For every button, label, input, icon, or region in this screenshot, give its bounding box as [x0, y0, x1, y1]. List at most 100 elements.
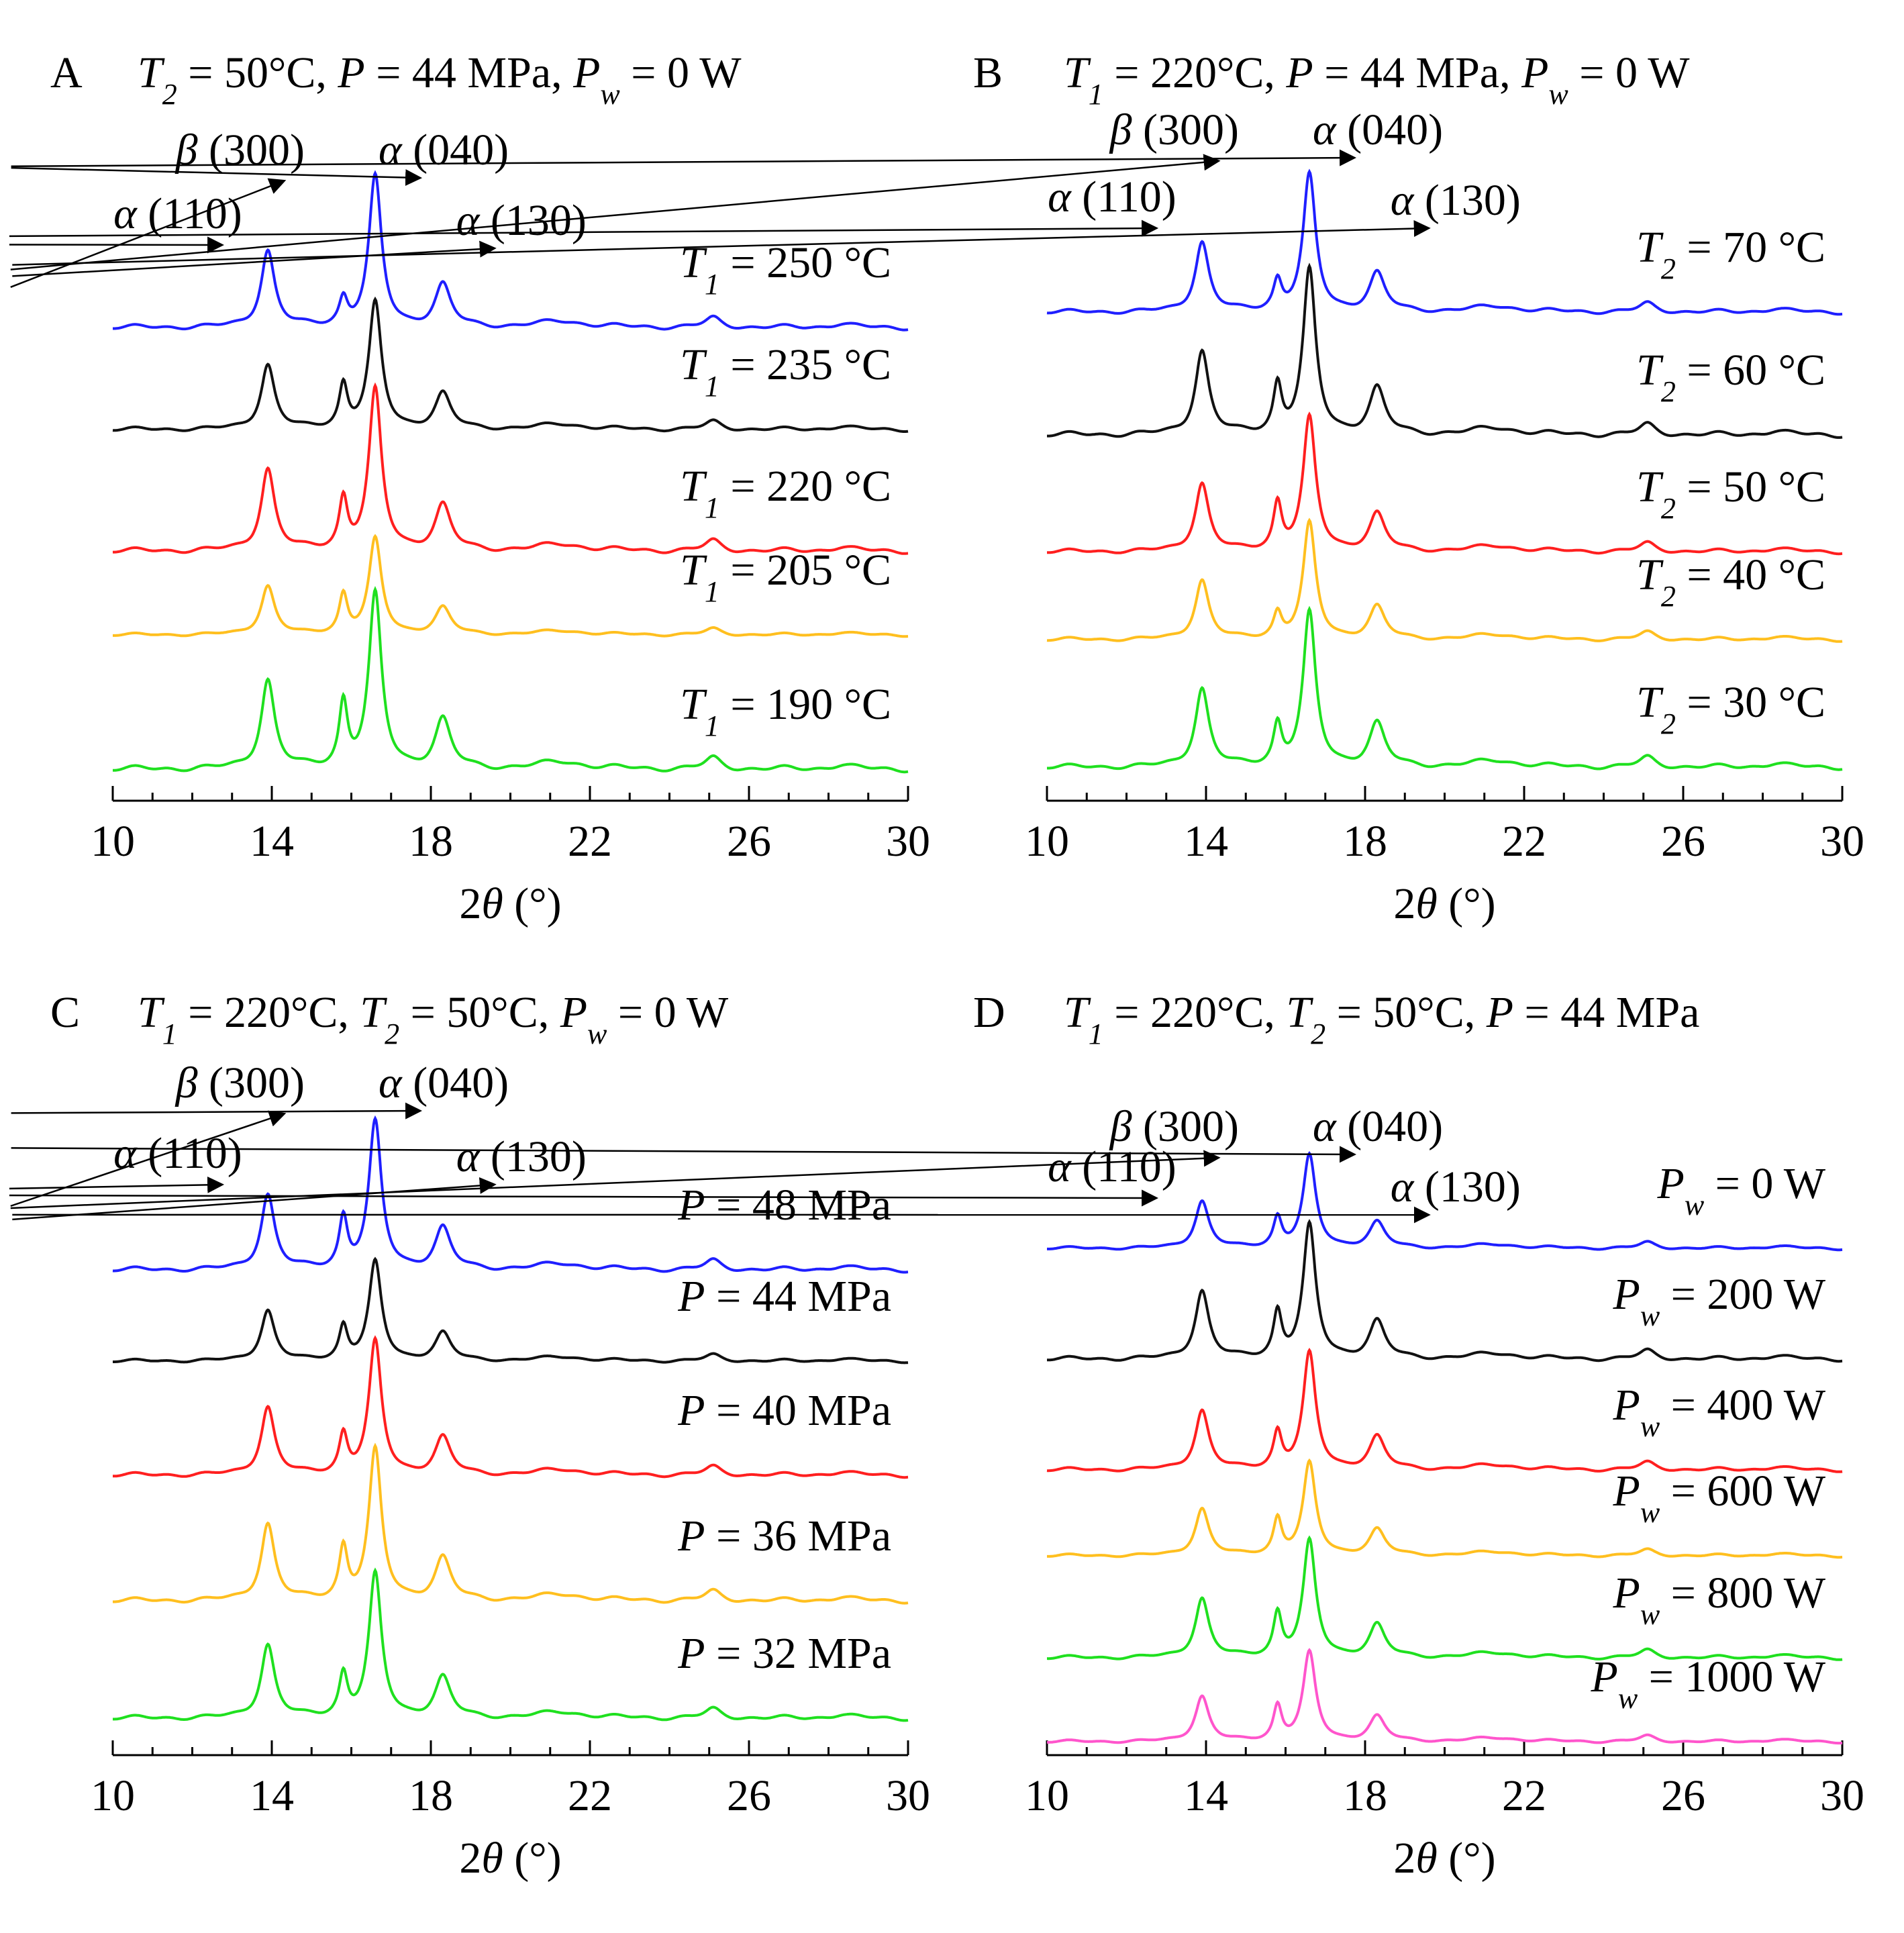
series-line: [1047, 1458, 1843, 1559]
peak-arrow: [9, 1189, 1159, 1207]
x-tick-label: 14: [1184, 817, 1228, 866]
series-line: [113, 586, 909, 774]
peak-label: α (110): [1048, 1142, 1176, 1191]
series-0: P = 48 MPa: [112, 1115, 909, 1274]
x-tick-label: 10: [91, 1771, 135, 1820]
x-tick-label: 22: [1502, 817, 1546, 866]
series-line: [1047, 1219, 1843, 1363]
series-label: Pw = 0 W: [1656, 1159, 1825, 1222]
series-label: T1 = 250 °C: [680, 238, 891, 301]
peak-arrow: [10, 178, 287, 288]
peak-annotations: α (110)β (300) α (040)α (130): [9, 126, 587, 288]
series-1: T2 = 60 °C: [1047, 262, 1843, 439]
peak-arrow: [12, 1177, 497, 1221]
series-0: Pw = 0 W: [1047, 1151, 1843, 1252]
peak-arrow: [9, 219, 1159, 238]
panel-title: T1 = 220°C, T2 = 50°C, P = 44 MPa: [1064, 988, 1699, 1050]
series-line: [113, 534, 909, 638]
series-1: Pw = 200 W: [1047, 1219, 1843, 1363]
x-tick-label: 22: [568, 817, 612, 866]
x-tick-label: 14: [250, 817, 294, 866]
series-1: P = 44 MPa: [113, 1256, 909, 1365]
panel-c: C T1 = 220°C, T2 = 50°C, Pw = 0 W 10 14 18 22…: [9, 988, 930, 1883]
panel-a: A T2 = 50°C, P = 44 MPa, Pw = 0 W 10 14 18 22…: [9, 48, 930, 928]
panel-d: D T1 = 220°C, T2 = 50°C, P = 44 MPa 10 14 18…: [9, 988, 1864, 1883]
peak-annotations: α (110)β (300) α (040) α (130): [9, 1102, 1521, 1224]
peak-label: α (130): [456, 196, 587, 245]
series-label: T1 = 190 °C: [680, 680, 891, 742]
series-3: P = 36 MPa: [113, 1442, 909, 1605]
peak-label: β (300): [1109, 1102, 1239, 1151]
series-line: [112, 1115, 909, 1274]
peak-label: β (300): [174, 1058, 305, 1107]
x-tick-label: 18: [1343, 817, 1387, 866]
peak-label: α (040): [1313, 1102, 1443, 1151]
panel-letter: C: [50, 988, 80, 1037]
peak-label: α (040): [379, 1058, 509, 1107]
x-axis-label: 2θ (°): [1393, 879, 1495, 928]
x-axis: 10 14 18 22 26 30 2θ (°): [1025, 786, 1864, 928]
peak-label: β (300): [1109, 105, 1239, 154]
series-line: [1046, 1348, 1843, 1473]
series-line: [112, 296, 909, 433]
peak-arrow: [11, 1102, 423, 1120]
series-line: [1047, 411, 1843, 556]
peak-label: α (040): [1313, 105, 1443, 154]
series-3: T2 = 40 °C: [1046, 517, 1843, 643]
series-label: T2 = 50 °C: [1636, 462, 1825, 525]
x-tick-label: 30: [886, 817, 930, 866]
series-0: T2 = 70 °C: [1046, 168, 1843, 316]
series-label: Pw = 200 W: [1612, 1270, 1825, 1332]
x-axis: 10 14 18 22 26 30 2θ (°): [91, 786, 930, 928]
panel-letter: D: [973, 988, 1005, 1037]
series-line: [113, 170, 909, 332]
peak-label: α (110): [113, 189, 242, 238]
series-label: T1 = 235 °C: [680, 340, 891, 403]
panel-title: T1 = 220°C, P = 44 MPa, Pw = 0 W: [1064, 48, 1690, 111]
series-3: T1 = 205 °C: [113, 534, 909, 638]
x-tick-label: 26: [1661, 817, 1705, 866]
series-label: Pw = 800 W: [1612, 1569, 1825, 1631]
series-4: Pw = 800 W: [1047, 1535, 1843, 1661]
peak-label: α (130): [1391, 176, 1521, 225]
x-tick-label: 18: [1343, 1771, 1387, 1820]
peak-label: β (300): [174, 126, 305, 175]
series-line: [1047, 1151, 1843, 1252]
series-4: P = 32 MPa: [113, 1567, 909, 1722]
series-label: T1 = 220 °C: [680, 462, 891, 524]
x-tick-label: 26: [727, 817, 771, 866]
series-line: [113, 1335, 909, 1479]
x-tick-label: 14: [1184, 1771, 1228, 1820]
series-line: [113, 1567, 909, 1722]
peak-label: α (130): [1391, 1162, 1521, 1211]
peak-arrow: [11, 166, 423, 187]
x-tick-label: 18: [409, 1771, 453, 1820]
peak-arrow: [11, 149, 1357, 168]
x-axis-label: 2θ (°): [1393, 1834, 1495, 1883]
x-axis: 10 14 18 22 26 30 2θ (°): [91, 1740, 930, 1883]
x-tick-label: 26: [1661, 1771, 1705, 1820]
series-label: T2 = 70 °C: [1636, 223, 1825, 285]
series-label: P = 44 MPa: [677, 1272, 891, 1321]
x-axis-label: 2θ (°): [459, 879, 561, 928]
series-label: P = 40 MPa: [677, 1386, 891, 1435]
peak-label: α (130): [456, 1132, 587, 1181]
series-5: Pw = 1000 W: [1047, 1648, 1843, 1745]
series-label: Pw = 1000 W: [1590, 1652, 1825, 1715]
peak-arrow: [10, 1110, 287, 1207]
series-4: T1 = 190 °C: [113, 586, 909, 774]
series-label: P = 32 MPa: [677, 1629, 891, 1678]
series-label: P = 36 MPa: [677, 1511, 891, 1560]
peak-label: α (110): [1048, 172, 1176, 221]
x-tick-label: 10: [91, 817, 135, 866]
panel-title: T2 = 50°C, P = 44 MPa, Pw = 0 W: [138, 48, 742, 111]
series-2: T1 = 220 °C: [113, 382, 909, 555]
panel-letter: A: [50, 48, 83, 97]
x-tick-label: 22: [1502, 1771, 1546, 1820]
series-line: [1046, 517, 1843, 643]
x-tick-label: 10: [1025, 1771, 1069, 1820]
panel-letter: B: [973, 48, 1003, 97]
series-label: T2 = 60 °C: [1636, 346, 1825, 408]
x-axis: 10 14 18 22 26 30 2θ (°): [1025, 1740, 1864, 1883]
